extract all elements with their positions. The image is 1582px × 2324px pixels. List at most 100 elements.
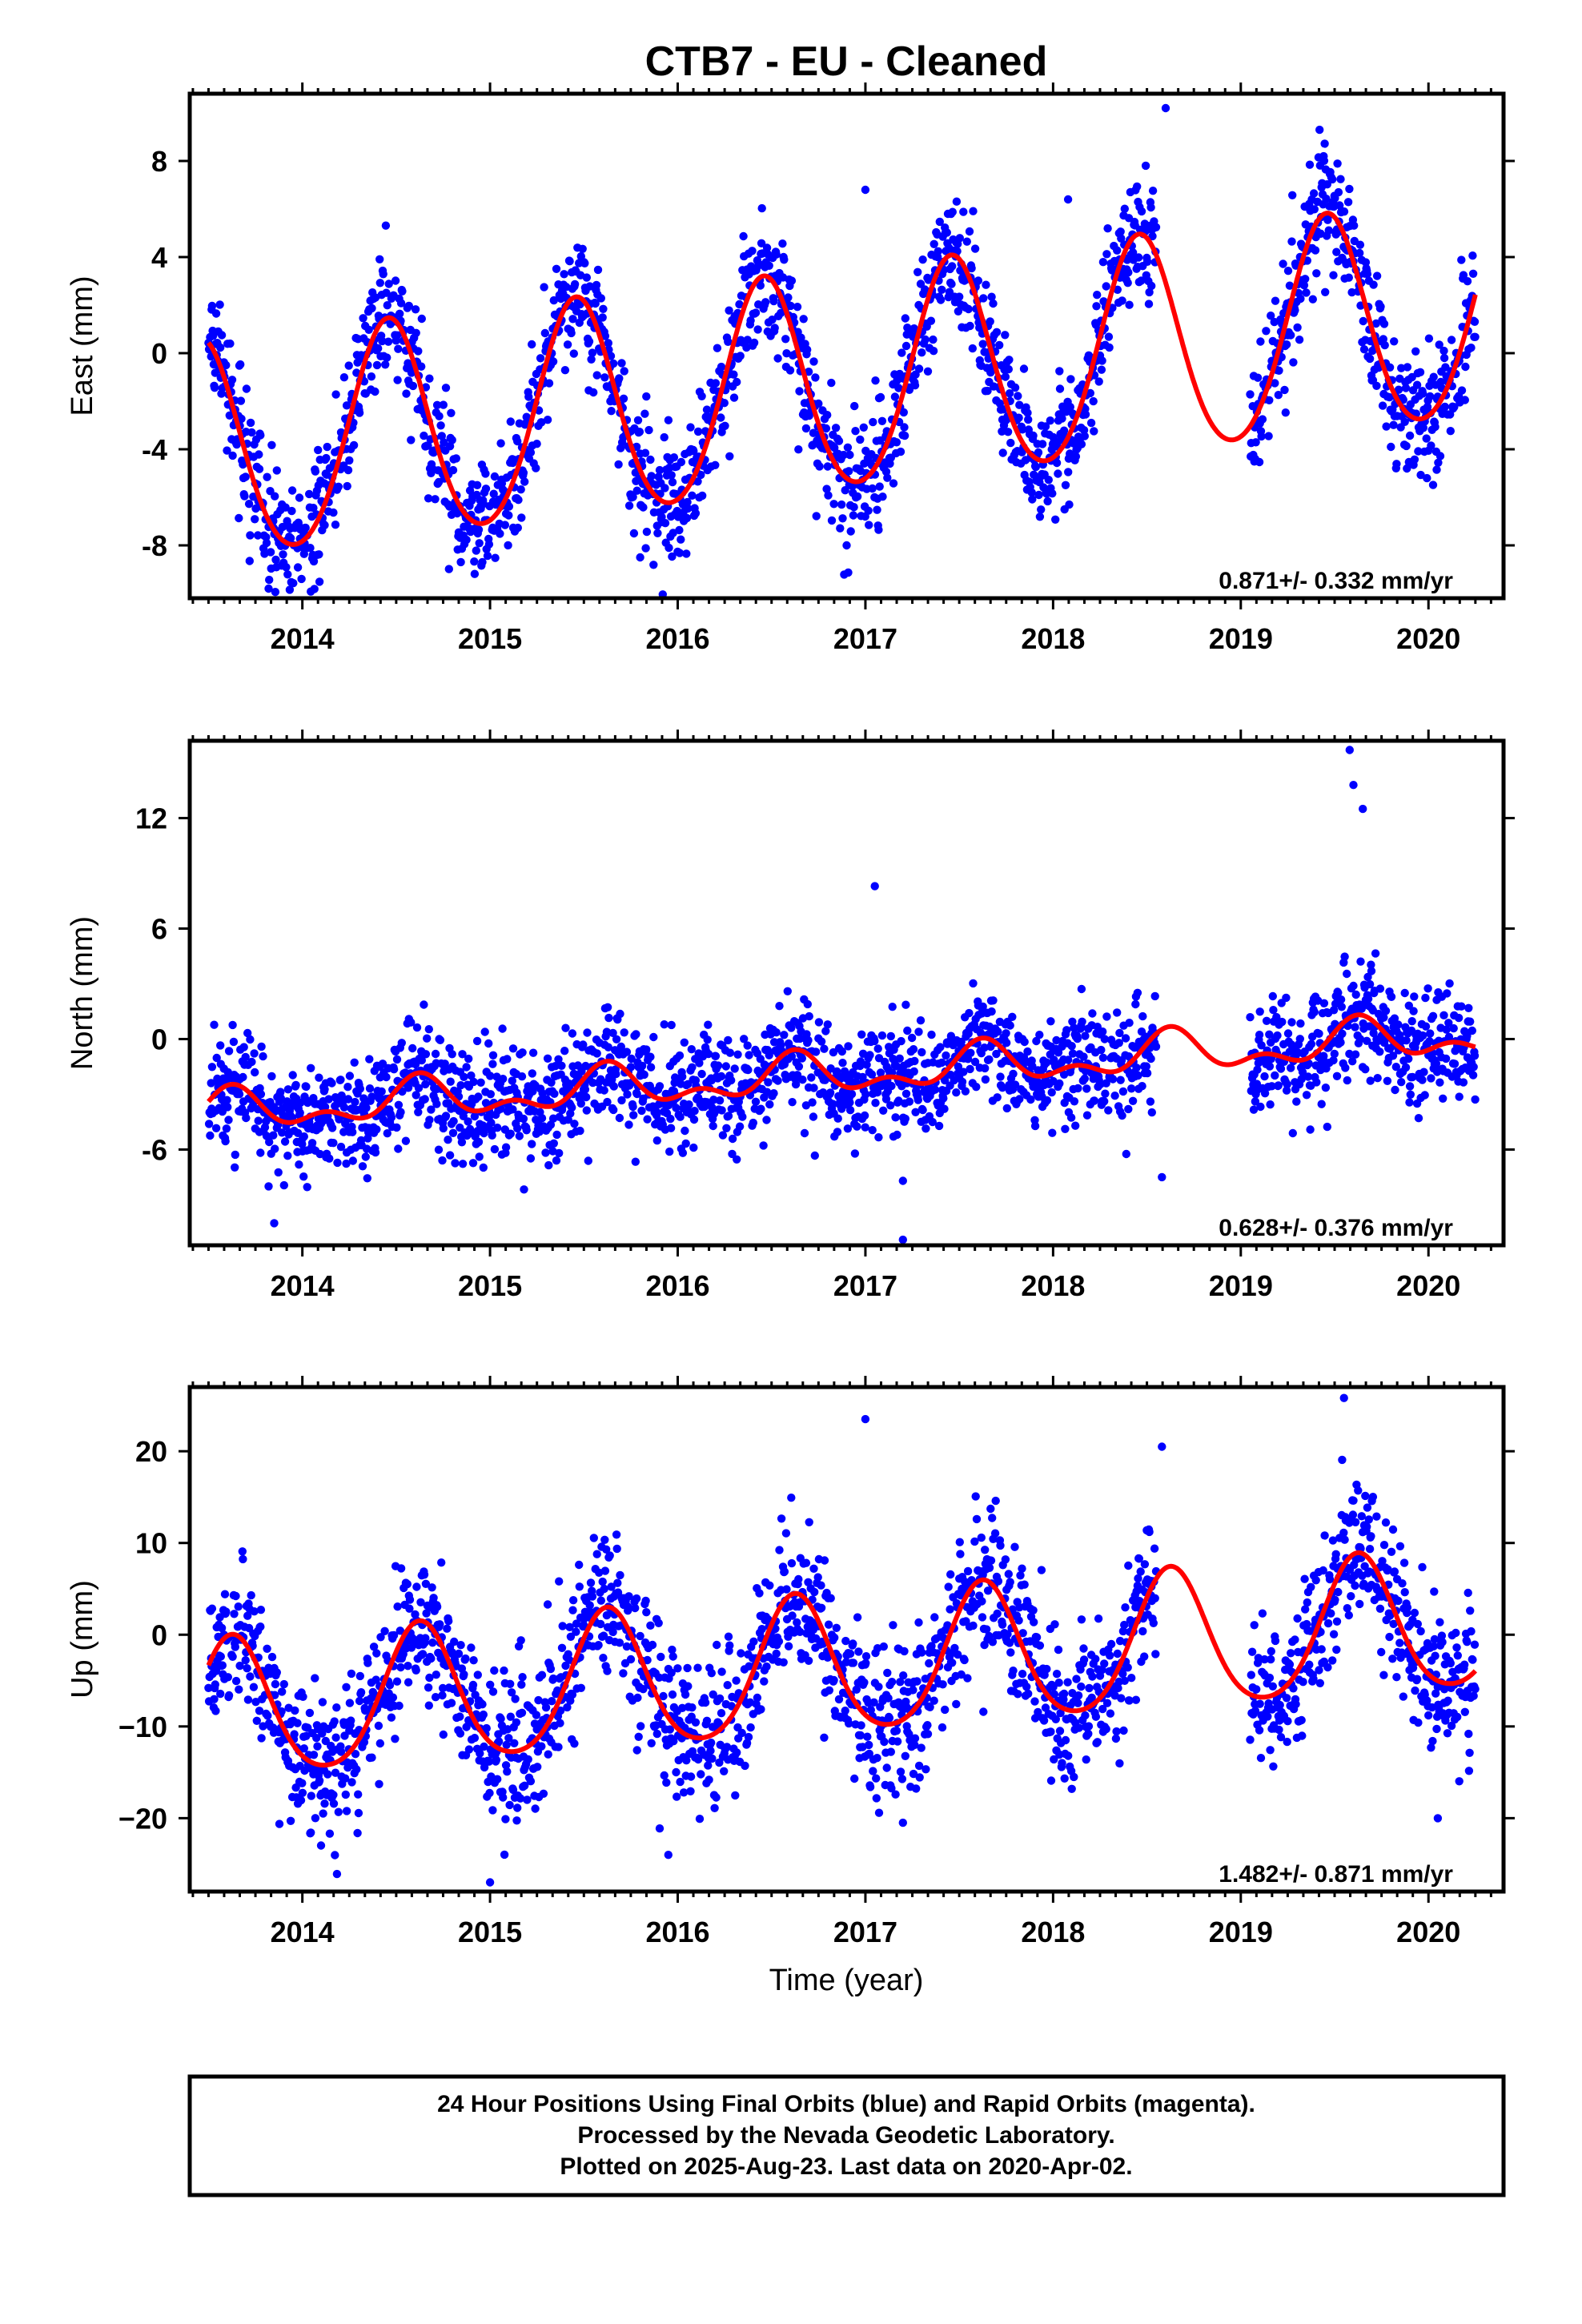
data-point <box>677 457 686 467</box>
data-point <box>1367 960 1375 969</box>
data-point <box>241 1656 250 1665</box>
data-point <box>1120 204 1130 213</box>
data-point <box>1443 989 1452 998</box>
data-point <box>1077 984 1086 994</box>
data-point <box>647 472 656 480</box>
data-point <box>1296 294 1305 304</box>
data-point <box>518 1048 527 1057</box>
data-point <box>1002 1029 1010 1038</box>
data-point <box>506 417 515 426</box>
data-point <box>1405 431 1415 440</box>
data-point <box>411 1610 420 1619</box>
data-point <box>1257 1041 1266 1050</box>
data-point <box>243 1611 252 1620</box>
data-point <box>987 1007 996 1016</box>
data-point <box>1271 1071 1279 1080</box>
data-point <box>491 553 500 562</box>
data-point <box>921 1124 930 1133</box>
data-point <box>434 1145 444 1154</box>
data-point <box>1378 401 1387 410</box>
data-point <box>622 1047 632 1056</box>
data-point <box>242 1113 251 1123</box>
data-point <box>211 1680 219 1689</box>
data-point <box>892 438 901 447</box>
data-point <box>297 574 306 584</box>
data-point <box>1457 255 1466 264</box>
data-point <box>341 1774 350 1783</box>
data-point <box>1278 1017 1287 1027</box>
data-point <box>1293 323 1302 332</box>
data-point <box>681 1126 689 1136</box>
data-point <box>646 455 655 464</box>
plot-frame <box>187 738 1506 1248</box>
data-point <box>1251 1097 1260 1106</box>
data-point <box>632 486 641 495</box>
data-point <box>1147 281 1156 291</box>
data-point <box>1269 1006 1278 1015</box>
data-point <box>1276 1064 1286 1073</box>
data-point <box>602 1027 612 1036</box>
data-point <box>814 399 823 408</box>
data-point <box>369 1642 379 1651</box>
data-point <box>809 1084 818 1092</box>
data-point <box>412 1666 420 1675</box>
data-point <box>1031 462 1041 472</box>
data-point <box>1414 447 1423 456</box>
data-point <box>517 1680 526 1689</box>
data-point <box>842 541 851 550</box>
data-point <box>770 324 779 332</box>
data-point <box>487 1118 496 1128</box>
data-point <box>914 364 924 373</box>
data-point <box>702 405 712 414</box>
x-tick-label: 2018 <box>1021 622 1085 655</box>
data-point <box>1251 438 1260 447</box>
x-tick-label: 2015 <box>458 622 522 655</box>
data-point <box>271 1144 279 1153</box>
data-point <box>478 557 487 567</box>
data-point <box>930 1085 940 1094</box>
data-point <box>363 1174 371 1183</box>
data-point <box>898 1176 908 1185</box>
data-point <box>1461 362 1470 372</box>
data-point <box>1428 480 1438 489</box>
data-point <box>749 338 759 348</box>
data-point <box>345 456 354 465</box>
data-point <box>336 1747 346 1756</box>
data-point <box>1310 1007 1319 1017</box>
data-point <box>548 357 558 366</box>
data-point <box>640 409 649 418</box>
data-point <box>407 1018 416 1027</box>
data-point <box>221 1136 230 1146</box>
data-point <box>212 1053 221 1063</box>
data-point <box>231 1150 239 1160</box>
data-point <box>365 1084 375 1093</box>
data-point <box>293 563 303 572</box>
data-point <box>1389 420 1398 429</box>
x-tick-label: 2017 <box>833 1269 897 1302</box>
data-point <box>250 1607 259 1616</box>
data-point <box>847 1090 857 1099</box>
data-point <box>989 996 998 1005</box>
data-point <box>1246 390 1255 399</box>
data-point <box>821 424 831 433</box>
data-point <box>1014 413 1023 422</box>
data-point <box>1064 468 1073 476</box>
data-point <box>314 445 323 455</box>
data-point <box>668 552 677 561</box>
data-point <box>235 1090 244 1099</box>
data-point <box>987 292 996 301</box>
data-point <box>1283 1029 1293 1038</box>
data-point <box>1380 340 1389 350</box>
data-point <box>540 328 549 338</box>
data-point <box>665 1147 674 1156</box>
data-point <box>295 493 304 502</box>
data-point <box>1138 1082 1146 1091</box>
data-point <box>1142 1062 1151 1071</box>
data-point <box>479 1163 488 1172</box>
data-point <box>624 1120 633 1129</box>
data-point <box>278 1687 287 1696</box>
data-point <box>374 1721 383 1731</box>
data-point <box>1468 1071 1478 1080</box>
data-point <box>799 315 808 324</box>
data-point <box>224 1691 234 1700</box>
